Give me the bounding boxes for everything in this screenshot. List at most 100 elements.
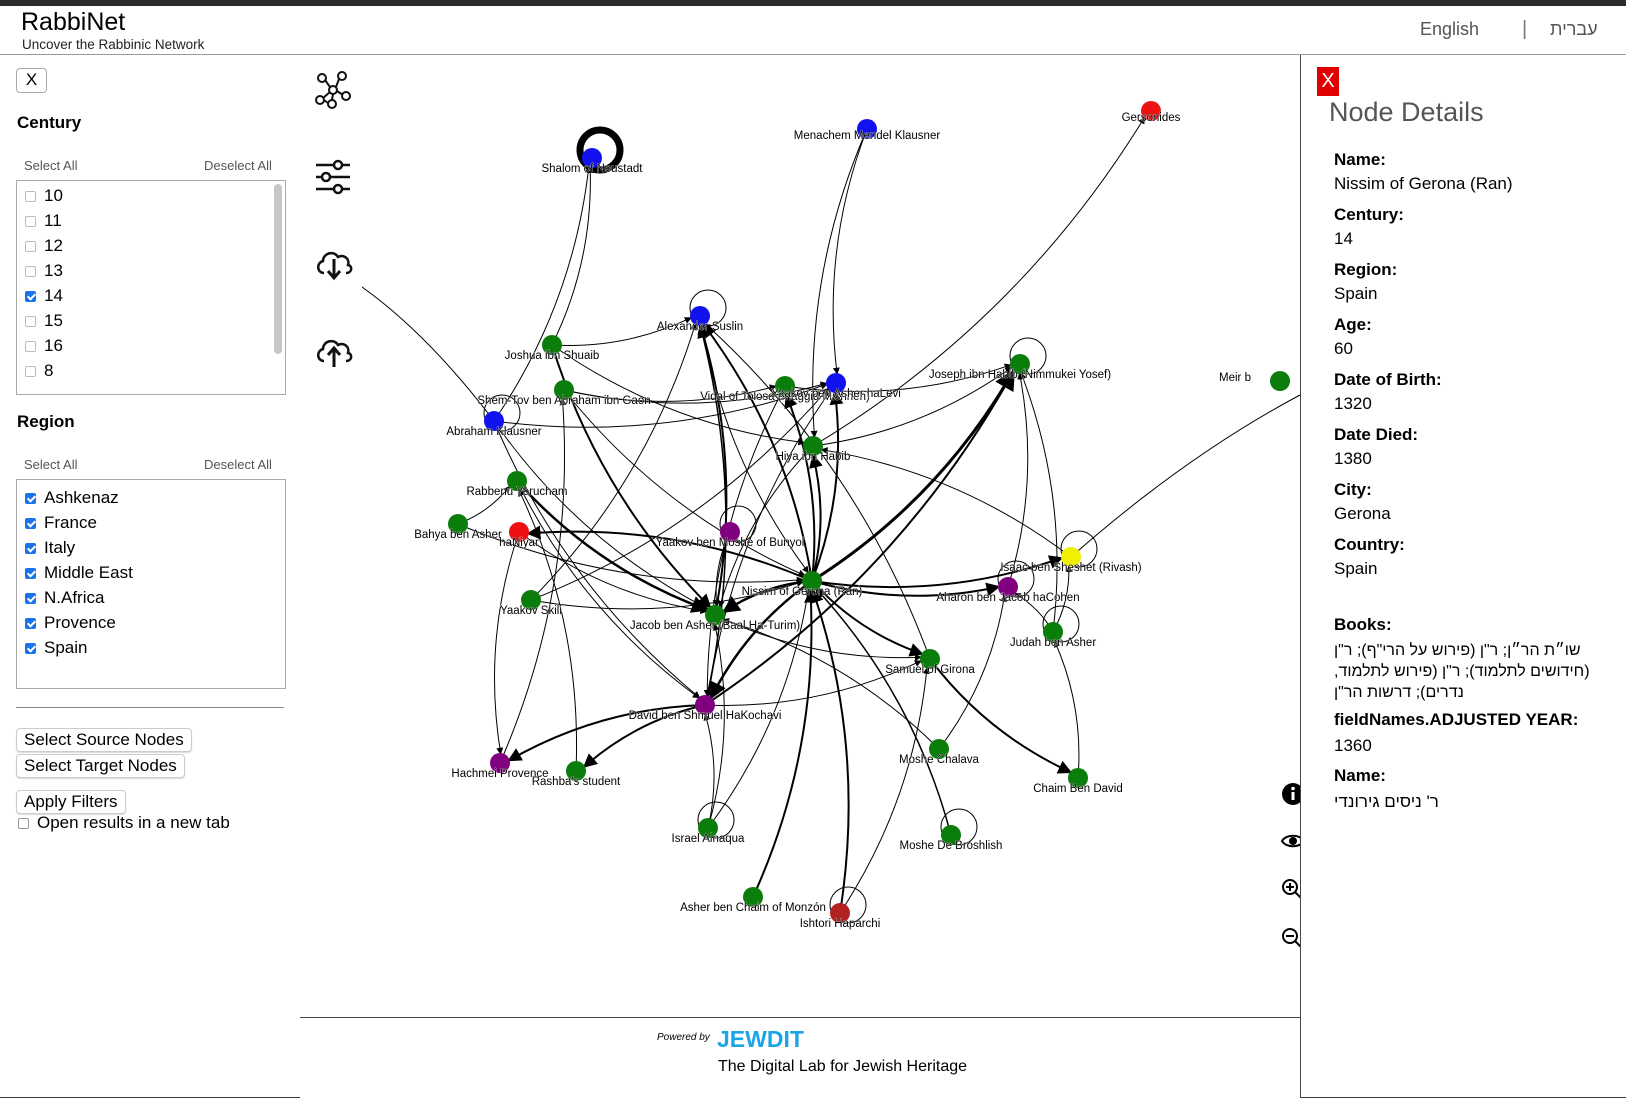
- graph-node-haniyar[interactable]: haNiyar: [499, 522, 539, 549]
- graph-node-hachmei[interactable]: Hachmei Provence: [451, 753, 549, 780]
- region-select-all[interactable]: Select All: [24, 457, 78, 472]
- century-checkbox[interactable]: [25, 290, 36, 302]
- lang-english-link[interactable]: English: [1420, 19, 1480, 39]
- graph-node-dot[interactable]: [698, 818, 718, 838]
- graph-node-dot[interactable]: [1061, 547, 1081, 567]
- region-option[interactable]: Provence: [25, 613, 116, 633]
- graph-node-josephhabib[interactable]: Joseph ibn Habib (Nimmukei Yosef): [929, 354, 1112, 381]
- open-new-tab-option[interactable]: Open results in a new tab: [18, 813, 230, 833]
- region-option[interactable]: France: [25, 513, 97, 533]
- graph-node-dot[interactable]: [857, 119, 877, 139]
- graph-node-yerucham[interactable]: Rabbenu Yerucham: [466, 471, 568, 498]
- century-option[interactable]: 16: [25, 336, 63, 356]
- region-checkbox[interactable]: [25, 567, 36, 579]
- century-deselect-all[interactable]: Deselect All: [204, 158, 272, 173]
- graph-node-shalom[interactable]: Shalom of Neustadt: [541, 148, 644, 175]
- graph-node-gersonides[interactable]: Gersonides: [1121, 101, 1181, 124]
- graph-node-rivash[interactable]: Isaac ben Sheshet (Rivash): [1000, 547, 1142, 574]
- region-list[interactable]: Ashkenaz France Italy Middle East N.Africa Pr…: [16, 479, 286, 689]
- graph-node-bahya[interactable]: Bahya ben Asher: [414, 514, 502, 541]
- century-checkbox[interactable]: [25, 215, 36, 227]
- graph-node-dot[interactable]: [509, 522, 529, 542]
- graph-node-dot[interactable]: [490, 753, 510, 773]
- graph-node-dot[interactable]: [1068, 768, 1088, 788]
- graph-node-meir[interactable]: Meir b: [1219, 371, 1290, 391]
- century-checkbox[interactable]: [25, 340, 36, 352]
- select-target-nodes-button[interactable]: Select Target Nodes: [16, 754, 185, 778]
- apply-filters-button[interactable]: Apply Filters: [16, 790, 126, 814]
- graph-node-dot[interactable]: [775, 376, 795, 396]
- graph-node-dot[interactable]: [448, 514, 468, 534]
- graph-node-dot[interactable]: [941, 825, 961, 845]
- graph-node-dot[interactable]: [542, 335, 562, 355]
- graph-node-israel[interactable]: Israel Alnaqua: [671, 818, 745, 845]
- graph-node-jacobasher[interactable]: Jacob ben Asher (Baal Ha-Turim): [630, 605, 801, 632]
- century-option[interactable]: 12: [25, 236, 63, 256]
- region-checkbox[interactable]: [25, 642, 36, 654]
- century-checkbox[interactable]: [25, 315, 36, 327]
- century-option[interactable]: 14: [25, 286, 63, 306]
- region-checkbox[interactable]: [25, 592, 36, 604]
- graph-node-dot[interactable]: [743, 887, 763, 907]
- graph-node-dot[interactable]: [1141, 101, 1161, 121]
- graph-node-dot[interactable]: [720, 522, 740, 542]
- graph-node-samuel[interactable]: Samuel of Girona: [885, 649, 976, 676]
- region-checkbox[interactable]: [25, 542, 36, 554]
- graph-node-dot[interactable]: [1010, 354, 1030, 374]
- graph-node-dot[interactable]: [705, 605, 725, 625]
- region-option[interactable]: Italy: [25, 538, 75, 558]
- graph-node-dot[interactable]: [695, 695, 715, 715]
- region-option[interactable]: Spain: [25, 638, 87, 658]
- graph-node-dot[interactable]: [521, 590, 541, 610]
- graph-node-dot[interactable]: [1043, 622, 1063, 642]
- century-option[interactable]: 10: [25, 186, 63, 206]
- lang-hebrew-link[interactable]: עברית: [1550, 19, 1598, 39]
- graph-node-dot[interactable]: [803, 436, 823, 456]
- century-option[interactable]: 11: [25, 211, 62, 231]
- graph-node-nissim[interactable]: Nissim of Gerona (Ran): [741, 571, 863, 598]
- graph-node-abraham[interactable]: Abraham Klausner: [446, 411, 542, 438]
- graph-node-dot[interactable]: [802, 571, 822, 591]
- century-checkbox[interactable]: [25, 240, 36, 252]
- graph-node-aharon[interactable]: Aharon ben Jacob haCohen: [936, 577, 1080, 604]
- graph-node-dot[interactable]: [566, 761, 586, 781]
- close-details-button[interactable]: X: [1317, 67, 1339, 96]
- jewdit-logo[interactable]: JEWDIT: [717, 1026, 804, 1052]
- graph-node-judah[interactable]: Judah ben Asher: [1010, 622, 1097, 649]
- network-graph[interactable]: Shalom of Neustadt Menachem Mendel Klausn…: [300, 55, 1300, 1017]
- region-checkbox[interactable]: [25, 617, 36, 629]
- graph-node-moshebroshlish[interactable]: Moshe De Broshlish: [899, 825, 1003, 852]
- region-checkbox[interactable]: [25, 492, 36, 504]
- century-checkbox[interactable]: [25, 365, 36, 377]
- open-new-tab-checkbox[interactable]: [18, 817, 29, 829]
- region-option[interactable]: N.Africa: [25, 588, 104, 608]
- graph-node-dot[interactable]: [929, 739, 949, 759]
- close-filters-button[interactable]: X: [16, 68, 47, 93]
- graph-node-dot[interactable]: [826, 373, 846, 393]
- network-graph-canvas[interactable]: Shalom of Neustadt Menachem Mendel Klausn…: [300, 55, 1300, 1017]
- graph-node-david[interactable]: David ben Shmuel HaKochavi: [628, 695, 782, 722]
- graph-node-dot[interactable]: [1270, 371, 1290, 391]
- graph-node-dot[interactable]: [830, 903, 850, 923]
- century-checkbox[interactable]: [25, 190, 36, 202]
- graph-node-dot[interactable]: [507, 471, 527, 491]
- graph-node-alexander[interactable]: Alexander Suslin: [657, 306, 743, 333]
- century-option[interactable]: 8: [25, 361, 53, 381]
- graph-node-dot[interactable]: [554, 380, 574, 400]
- graph-node-dot[interactable]: [998, 577, 1018, 597]
- graph-node-vidal[interactable]: Vidal of Tolosa (Maggid Mishneh): [700, 376, 870, 403]
- graph-node-dot[interactable]: [582, 148, 602, 168]
- century-list[interactable]: 10 11 12 13 14 15 16 8: [16, 180, 286, 395]
- select-source-nodes-button[interactable]: Select Source Nodes: [16, 728, 192, 752]
- region-option[interactable]: Ashkenaz: [25, 488, 119, 508]
- century-scrollbar[interactable]: [274, 184, 282, 354]
- graph-node-dot[interactable]: [484, 411, 504, 431]
- graph-node-yaakovhalevi[interactable]: Yaakov ben Asher haLevi: [771, 373, 901, 400]
- region-option[interactable]: Middle East: [25, 563, 133, 583]
- graph-node-shemtov[interactable]: Shem-Tov ben Abraham ibn Gaon: [477, 380, 651, 407]
- graph-node-menachem[interactable]: Menachem Mendel Klausner: [794, 119, 941, 142]
- graph-node-dot[interactable]: [690, 306, 710, 326]
- graph-node-joshua[interactable]: Joshua ibn Shuaib: [504, 335, 600, 362]
- graph-node-moshechalava[interactable]: Moshe Chalava: [899, 739, 980, 766]
- graph-node-asher[interactable]: Asher ben Chaim of Monzón: [680, 887, 826, 914]
